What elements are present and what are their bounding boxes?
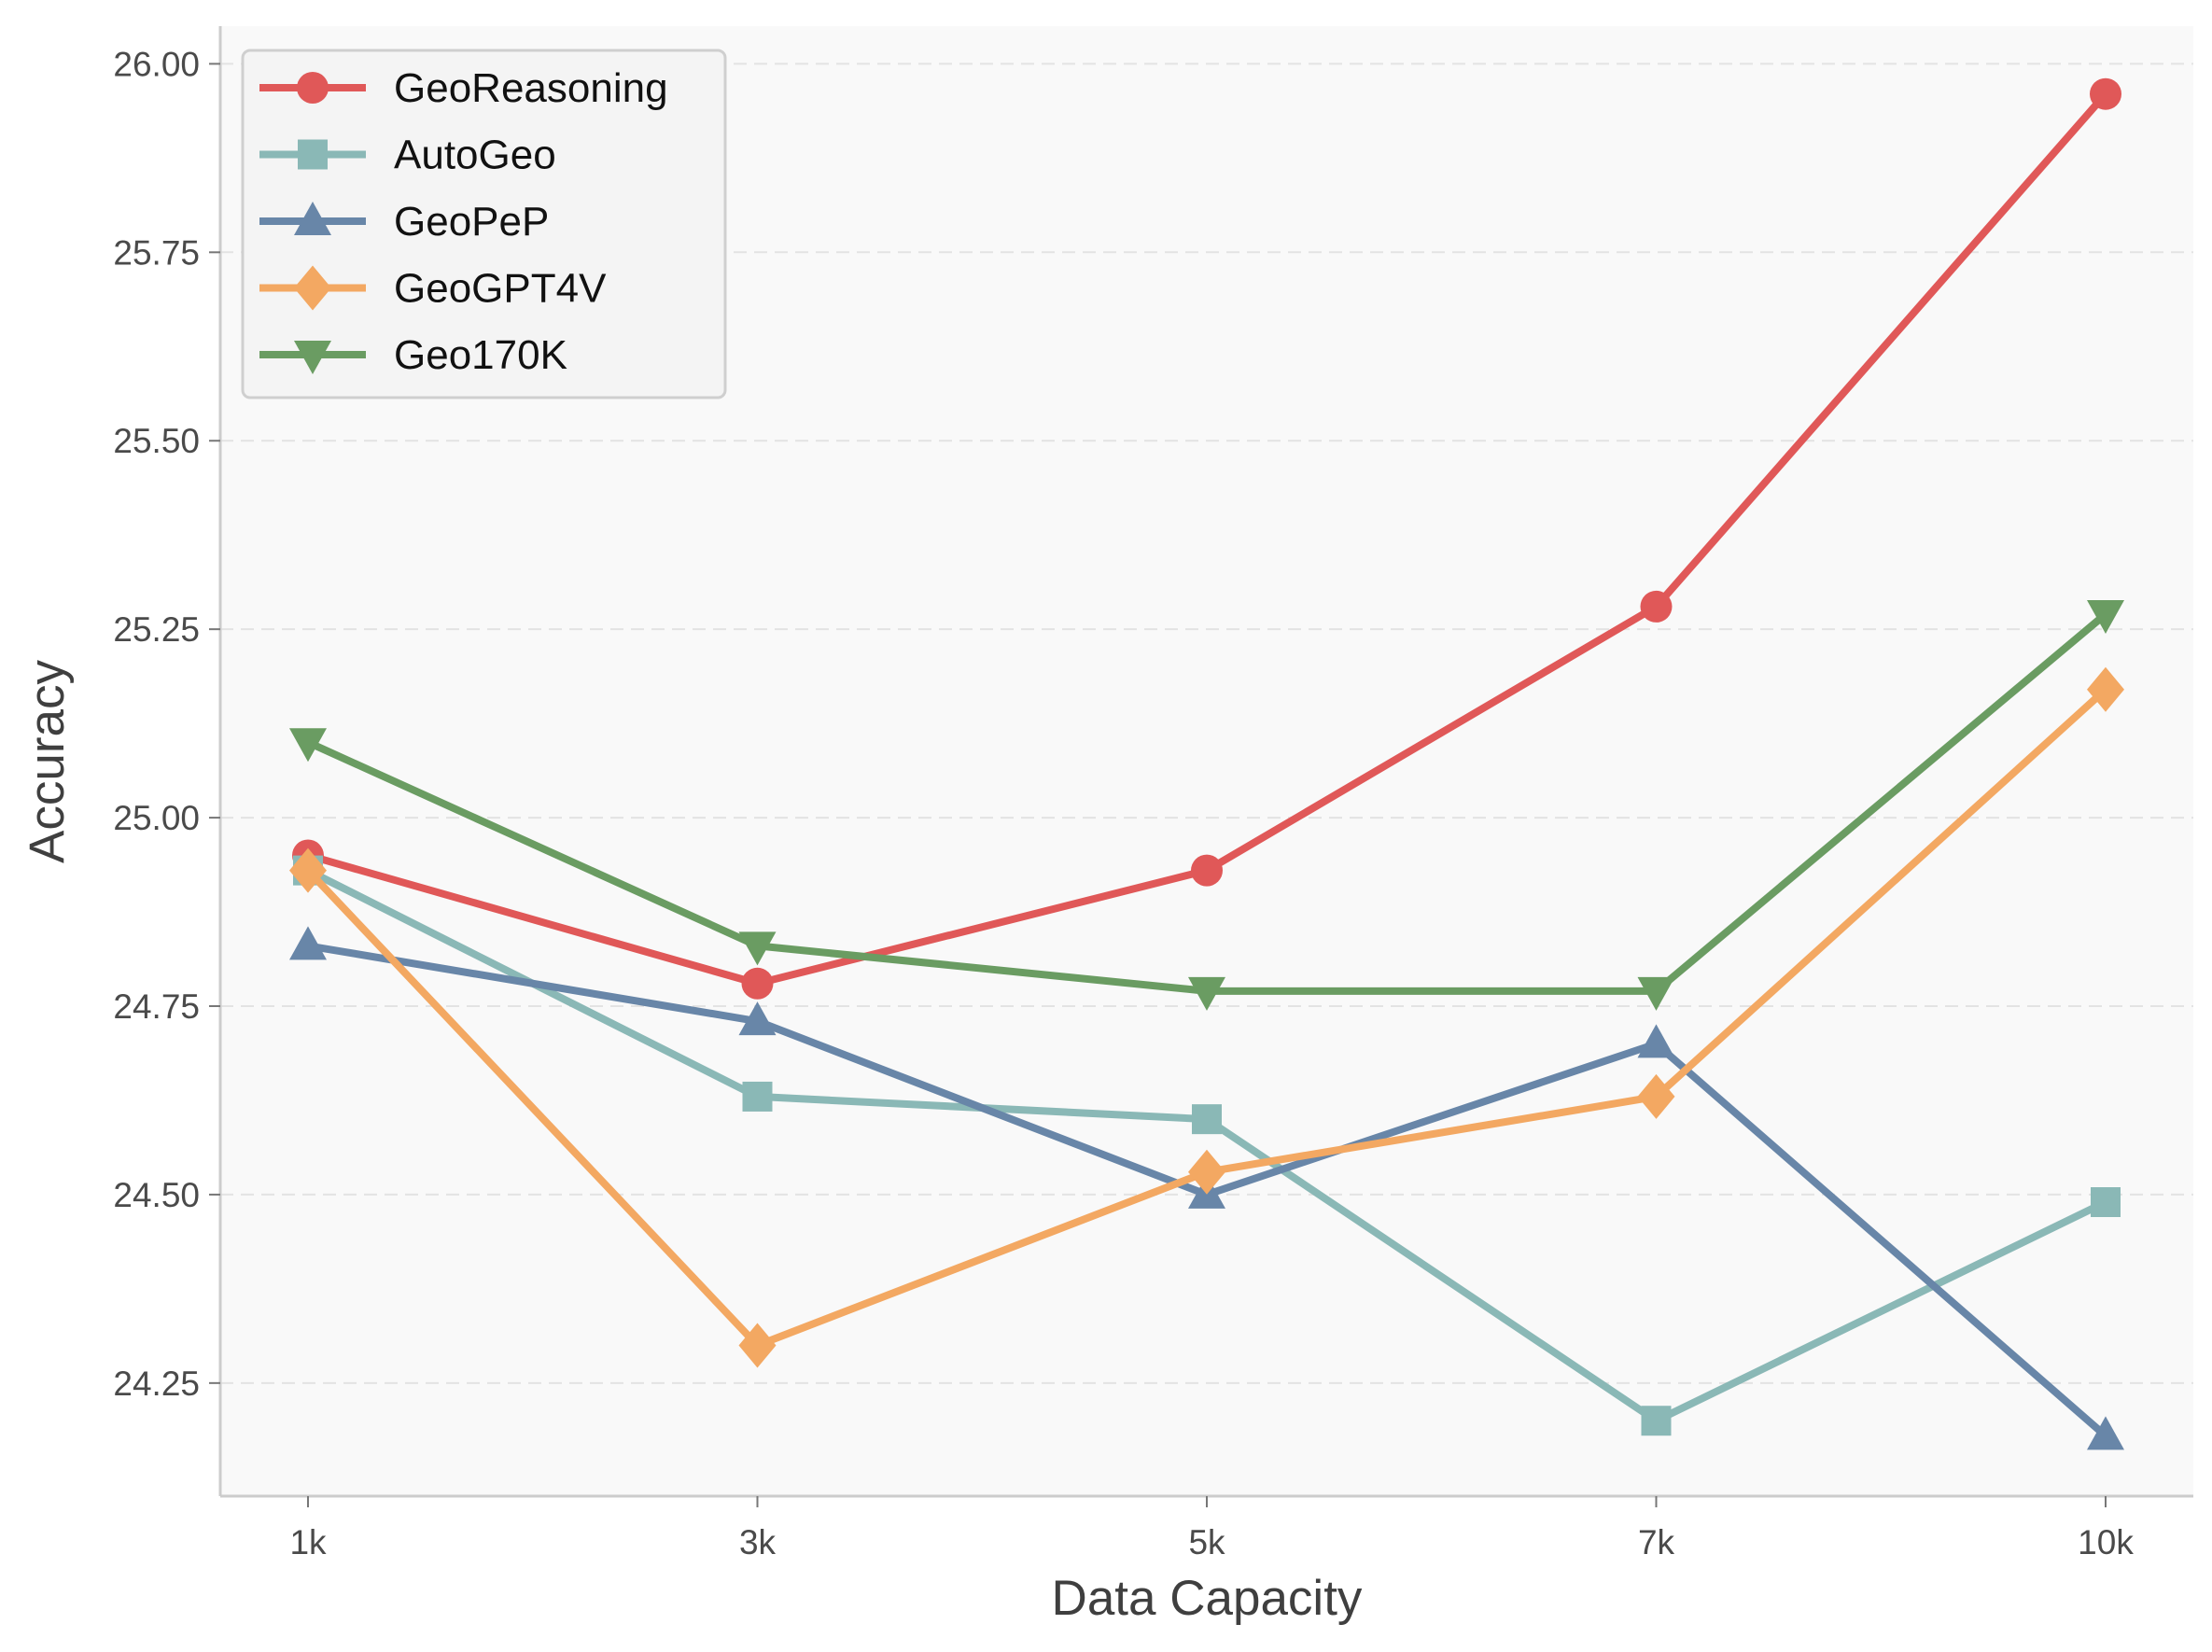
legend-entry: GeoGPT4V (259, 265, 607, 312)
data-point (1641, 1406, 1672, 1436)
y-tick-label: 25.50 (113, 422, 200, 460)
data-point (1188, 976, 1225, 1011)
data-point (1637, 1024, 1675, 1058)
x-tick-label: 3k (739, 1523, 777, 1561)
legend: GeoReasoning AutoGeo GeoPeP GeoGPT4V Geo170K (241, 49, 727, 399)
data-point (1640, 590, 1673, 623)
series-geogpt4v (289, 666, 2124, 1368)
legend-box (241, 49, 727, 399)
data-point (289, 847, 327, 893)
legend-marker (294, 341, 331, 374)
x-tick-label: 1k (289, 1523, 327, 1561)
data-point (738, 931, 777, 966)
y-tick-label: 26.00 (113, 45, 200, 83)
data-point (2090, 77, 2121, 110)
series-layer (289, 77, 2124, 1450)
data-point (289, 926, 327, 960)
data-point (1637, 1073, 1675, 1119)
x-axis-ticks: 1k 3k 5k 7k 10k (289, 1496, 2134, 1561)
y-axis-ticks: 24.25 24.50 24.75 25.00 25.25 25.50 25.75 26.00 (113, 45, 220, 1403)
data-point (742, 1081, 773, 1112)
data-point (2091, 1187, 2121, 1217)
legend-entry: Geo170K (259, 332, 567, 378)
y-tick-label: 24.75 (113, 987, 200, 1026)
data-point (1191, 854, 1223, 887)
y-tick-label: 25.00 (113, 799, 200, 837)
y-tick-label: 25.75 (113, 233, 200, 272)
legend-label: AutoGeo (394, 133, 556, 178)
legend-label: GeoReasoning (394, 65, 668, 111)
data-point (2087, 1416, 2124, 1450)
legend-marker (298, 139, 328, 170)
legend-marker (297, 72, 329, 104)
legend-marker (294, 202, 331, 235)
data-point (1637, 976, 1675, 1011)
data-point (2087, 666, 2124, 712)
data-point (738, 1001, 777, 1036)
legend-marker (294, 265, 331, 311)
x-tick-label: 5k (1188, 1523, 1225, 1561)
legend-label: GeoGPT4V (394, 266, 607, 312)
data-point (1192, 1104, 1222, 1135)
y-tick-label: 24.25 (113, 1365, 200, 1403)
x-tick-label: 7k (1638, 1523, 1675, 1561)
data-point (738, 1323, 777, 1368)
data-point (741, 967, 774, 1000)
legend-entry: AutoGeo (259, 133, 556, 178)
data-point (289, 728, 327, 763)
data-point (2087, 600, 2124, 634)
legend-entry: GeoReasoning (259, 65, 668, 111)
legend-label: Geo170K (394, 332, 567, 378)
legend-label: GeoPeP (394, 199, 549, 245)
x-axis-title: Data Capacity (1052, 1571, 1363, 1626)
y-tick-label: 24.50 (113, 1176, 200, 1214)
legend-entry: GeoPeP (259, 199, 549, 245)
y-tick-label: 25.25 (113, 610, 200, 649)
x-tick-label: 10k (2078, 1523, 2134, 1561)
y-axis-title: Accuracy (20, 660, 75, 863)
data-point (1188, 1149, 1225, 1195)
series-geo170k (289, 600, 2124, 1011)
